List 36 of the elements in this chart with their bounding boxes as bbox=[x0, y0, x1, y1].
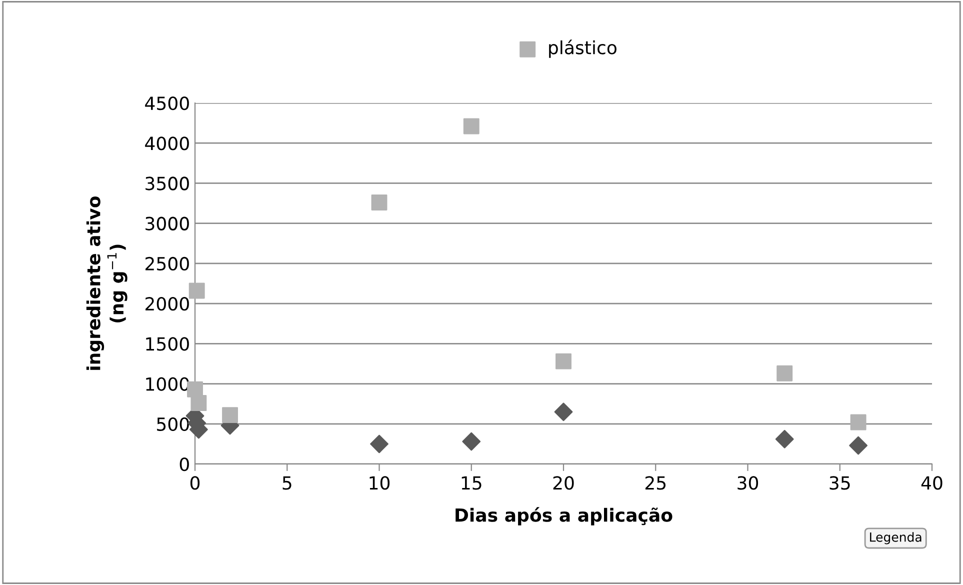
point bbox=[222, 407, 238, 424]
point bbox=[849, 436, 868, 455]
text: Legenda bbox=[870, 532, 922, 544]
x-tick-label: 20 bbox=[553, 476, 574, 490]
x-tick-label: 40 bbox=[921, 476, 942, 490]
point bbox=[850, 414, 866, 430]
y-tick-label: 1000 bbox=[146, 377, 189, 391]
point bbox=[371, 194, 388, 210]
y-tick-label: 4500 bbox=[145, 96, 189, 110]
y-tick-label: 3000 bbox=[146, 216, 189, 230]
y-tick-label: 1500 bbox=[146, 337, 189, 351]
point bbox=[188, 282, 205, 299]
y-tick-label: 3500 bbox=[146, 176, 189, 190]
point bbox=[190, 395, 207, 412]
y-tick-label: 4000 bbox=[145, 136, 189, 150]
point bbox=[775, 430, 794, 448]
x-tick-label: 30 bbox=[738, 476, 758, 490]
y-tick-label: 0 bbox=[180, 457, 189, 472]
legend-label: plástico bbox=[549, 40, 616, 58]
x-tick-label: 0 bbox=[190, 476, 200, 490]
y-tick-label: 2000 bbox=[146, 297, 189, 311]
x-tick-label: 35 bbox=[830, 476, 850, 490]
x-tick-label: 10 bbox=[370, 476, 390, 490]
point bbox=[776, 365, 793, 382]
x-tick-label: 5 bbox=[282, 476, 292, 490]
point bbox=[554, 402, 573, 422]
point bbox=[463, 118, 480, 134]
x-tick-label: 25 bbox=[645, 476, 666, 490]
y-tick-label: 2500 bbox=[146, 256, 189, 271]
y-axis-title: ingrediente ativo (ng g$^{−1}$) bbox=[86, 196, 128, 370]
x-tick-label: 15 bbox=[462, 476, 482, 490]
point bbox=[462, 432, 481, 451]
x-axis-title: Dias após a aplicação bbox=[456, 507, 672, 526]
y-tick-label: 500 bbox=[157, 417, 189, 432]
point bbox=[370, 434, 388, 454]
point bbox=[556, 353, 572, 370]
